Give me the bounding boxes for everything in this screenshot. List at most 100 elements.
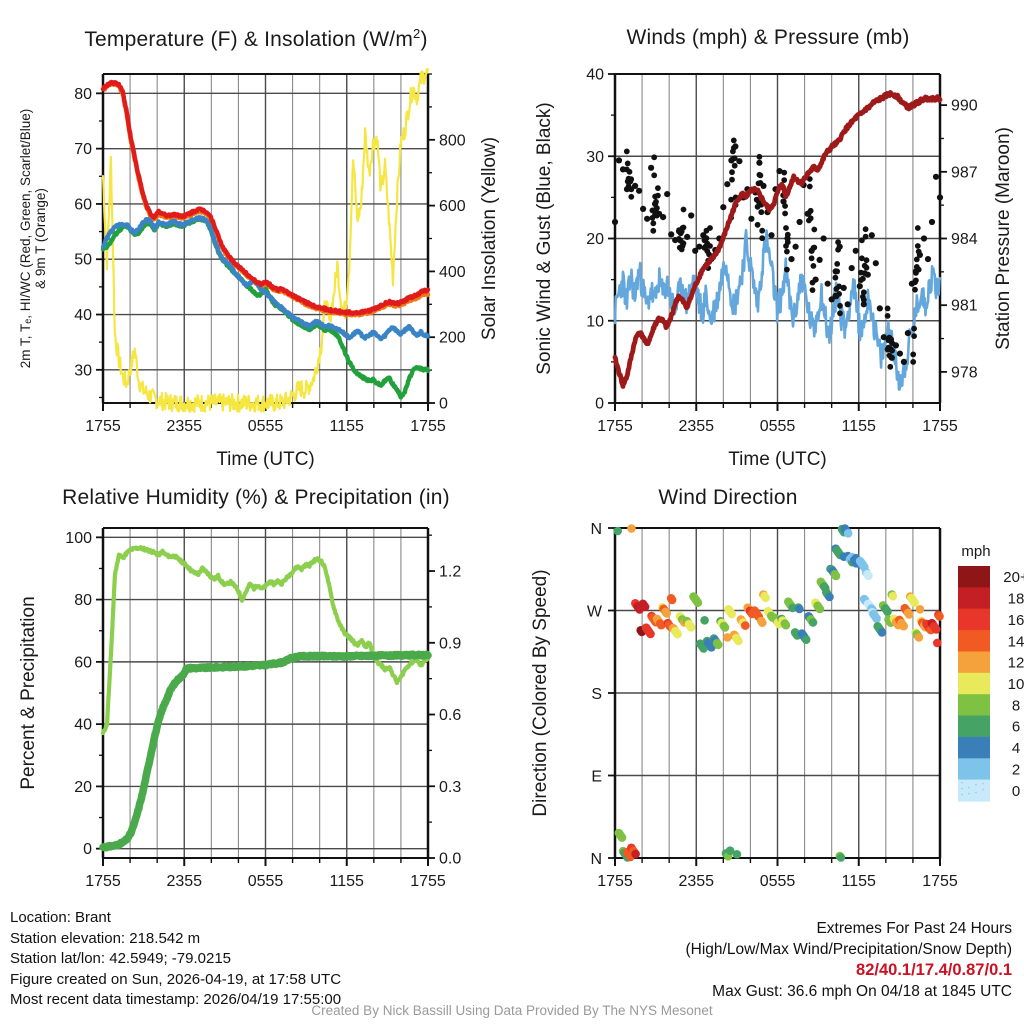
x-tick-label: 1155 [842, 418, 877, 435]
x-tick-label: 1755 [85, 873, 121, 890]
y-tick-label: 70 [74, 141, 92, 158]
colorbar-band[interactable] [958, 566, 990, 588]
x-tick-label: 1755 [597, 873, 633, 890]
colorbar-speckle [961, 793, 963, 796]
temperature-series-group [100, 67, 431, 414]
wind-direction-point [673, 629, 682, 639]
x-tick-label: 1155 [330, 873, 365, 890]
gust-point [768, 232, 775, 239]
x-axis-ticks: 1755 2355 0555 1155 1755 [85, 858, 446, 890]
gust-point [932, 173, 940, 180]
colorbar-band[interactable] [958, 587, 990, 610]
extremes-subheading: (High/Low/Max Wind/Precipitation/Snow De… [685, 941, 1013, 958]
gust-point [796, 218, 803, 226]
gust-point [807, 215, 814, 222]
colorbar-tick-label: 12 [1008, 655, 1024, 672]
gust-point [859, 255, 865, 262]
station-info-footer: Location: Brant Station elevation: 218.54… [10, 908, 341, 1011]
y-tick-label: N [590, 521, 602, 538]
humidity-panel: Relative Humidity (%) & Precipitation (i… [0, 478, 512, 908]
gust-point [824, 280, 831, 287]
gust-point [861, 270, 868, 277]
wind-direction-point [877, 628, 887, 637]
wind-direction-point [761, 593, 770, 603]
y-tick-label: 80 [74, 592, 92, 609]
series-precipitation [99, 650, 432, 852]
wind-direction-point [627, 524, 636, 533]
gust-point [648, 164, 655, 171]
colorbar-tick-label: 2 [1012, 761, 1020, 778]
gust-point [651, 154, 658, 161]
gust-point [696, 243, 703, 250]
gust-point [688, 212, 695, 219]
gust-point [920, 235, 928, 242]
series--m-t-red- [100, 79, 431, 316]
gust-point [835, 239, 841, 246]
gust-point [757, 172, 764, 179]
colorbar-band[interactable] [958, 694, 990, 717]
winds-chart[interactable]: 0 10 20 30 40 978 981 984 987 990 1755 2355 0555 1155… [512, 18, 1024, 478]
gust-point [731, 155, 738, 162]
y-tick-label: 30 [586, 149, 604, 166]
colorbar-band[interactable] [958, 651, 990, 674]
x-axis-ticks: 1755 2355 0555 1155 1755 [597, 403, 958, 435]
y-tick-label: 200 [439, 330, 466, 347]
gust-point [832, 274, 839, 281]
colorbar-band[interactable] [958, 608, 990, 631]
speed-colorbar-legend[interactable]: mph 20+ 18 16 14 12 10 8 6 4 2 0 [958, 543, 1024, 802]
credit-line: Created By Nick Bassill Using Data Provi… [311, 1003, 713, 1018]
wind-direction-point [904, 610, 914, 619]
gust-point [615, 157, 623, 164]
gust-point [623, 148, 630, 155]
gust-point [836, 283, 842, 290]
x-tick-label: 0555 [760, 418, 796, 435]
y-axis-ticks: N W S E N [587, 521, 615, 868]
gust-point [624, 160, 631, 167]
colorbar-band[interactable] [958, 758, 990, 781]
gust-point [888, 354, 895, 361]
gust-point [904, 330, 911, 337]
colorbar-band[interactable] [958, 779, 990, 802]
gust-point [936, 194, 944, 201]
y-tick-label: 600 [439, 198, 466, 215]
gust-point [816, 256, 823, 263]
gust-point [781, 169, 788, 176]
gust-point [754, 221, 761, 228]
gust-point [863, 264, 870, 271]
temperature-panel: Temperature (F) & Insolation (W/m2) 30 40… [0, 18, 512, 478]
wind-direction-chart[interactable]: N W S E N 1755 2355 0555 1155 1755 Direction (Colo… [512, 478, 1024, 908]
gust-point [844, 301, 851, 308]
colorbar-speckle [975, 791, 977, 794]
gust-point [912, 286, 918, 293]
colorbar-tick-label: 0 [1012, 783, 1020, 800]
y-axis-ticks: 0.0 0.3 0.6 0.9 1.2 [428, 534, 461, 868]
wind-direction-point [815, 604, 825, 614]
colorbar-band[interactable] [958, 715, 990, 738]
y-tick-label: 1.2 [439, 564, 461, 581]
colorbar-speckle [968, 786, 970, 789]
colorbar-band[interactable] [958, 630, 990, 653]
y-tick-label: 10 [586, 313, 604, 330]
y-tick-label: 30 [74, 362, 92, 379]
wind-direction-point [914, 633, 924, 642]
gust-point [619, 166, 627, 173]
wind-direction-panel-title: Wind Direction [658, 486, 798, 509]
gust-point [862, 233, 869, 240]
colorbar-title: mph [961, 543, 990, 560]
gust-point [840, 284, 847, 291]
gust-point [724, 181, 731, 188]
gust-point [720, 204, 727, 211]
x-tick-label: 1755 [597, 418, 633, 435]
gust-point [692, 247, 699, 254]
gust-point [679, 243, 686, 249]
x-axis-label: Time (UTC) [216, 449, 315, 470]
wind-direction-point [831, 571, 841, 581]
colorbar-band[interactable] [958, 672, 990, 695]
y-tick-label: S [591, 686, 602, 703]
gust-point [837, 310, 843, 317]
gust-point [889, 347, 895, 354]
colorbar-band[interactable] [958, 736, 990, 759]
y-axis-label-right: Station Pressure (Maroon) [993, 127, 1014, 350]
